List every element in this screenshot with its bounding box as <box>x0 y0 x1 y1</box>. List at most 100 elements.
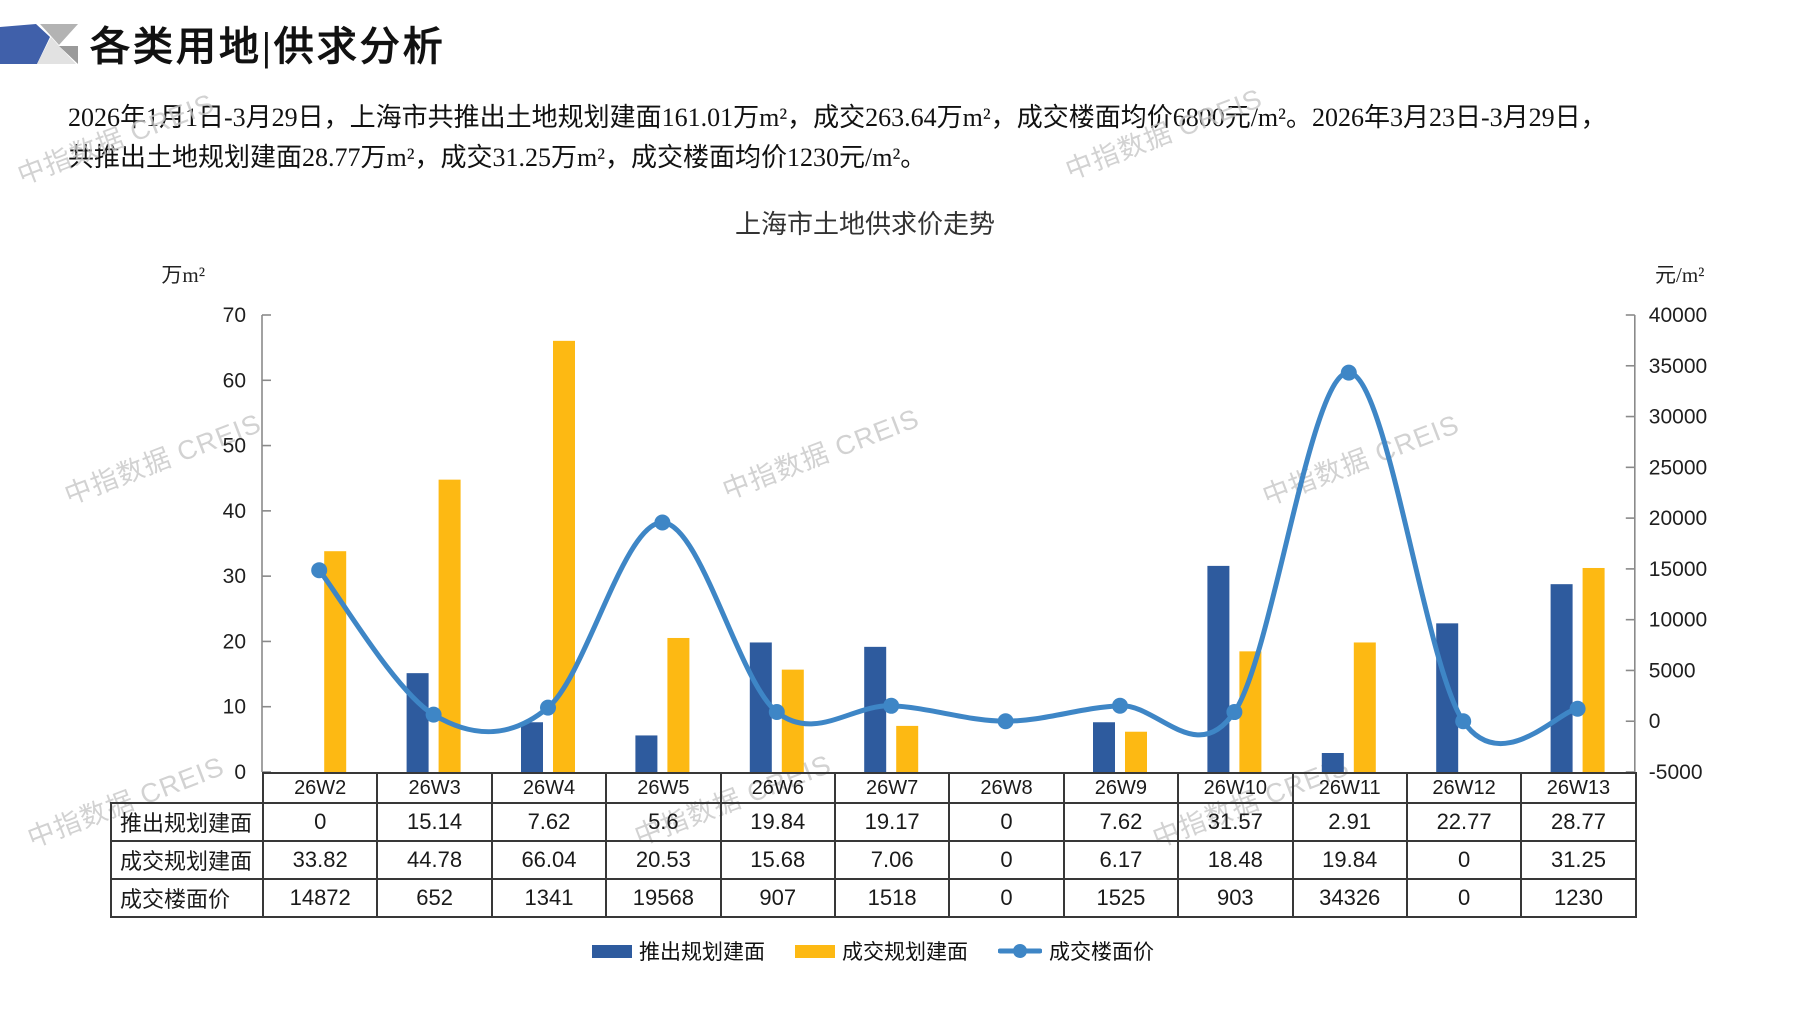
right-axis-tick-label: 25000 <box>1649 456 1707 479</box>
table-cell: 6.17 <box>1062 840 1180 880</box>
table-cell: 7.62 <box>1062 802 1180 842</box>
chart-title: 上海市土地供求价走势 <box>734 210 995 239</box>
price-point-26W7 <box>883 697 900 714</box>
left-axis-tick-label: 10 <box>223 696 246 719</box>
table-col-header: 26W6 <box>719 772 836 804</box>
table-cell: 1341 <box>490 878 608 918</box>
left-axis-tick-label: 20 <box>223 630 246 653</box>
legend-label: 推出规划建面 <box>639 940 765 964</box>
price-point-26W5 <box>654 514 671 531</box>
creis-logo <box>0 24 78 64</box>
table-cell: 7.62 <box>490 802 608 842</box>
bar-成交规划建面-26W7 <box>896 725 919 772</box>
right-axis-tick-label: 30000 <box>1649 406 1707 429</box>
legend-label: 成交规划建面 <box>842 940 968 964</box>
legend-swatch-sold-bar <box>795 944 835 958</box>
table-cell: 652 <box>376 878 493 918</box>
right-axis-tick-label: 10000 <box>1649 609 1707 632</box>
table-col-header: 26W12 <box>1405 772 1523 804</box>
table-cell: 15.68 <box>719 840 836 880</box>
table-cell: 20.53 <box>605 840 722 880</box>
table-cell: 14872 <box>261 878 379 918</box>
price-point-26W13 <box>1569 700 1586 717</box>
bar-成交规划建面-26W3 <box>438 479 461 772</box>
bar-推出规划建面-26W10 <box>1207 565 1230 772</box>
table-cell: 7.06 <box>833 840 951 880</box>
bar-成交规划建面-26W5 <box>667 637 690 772</box>
left-axis-tick-label: 60 <box>223 369 246 392</box>
bar-成交规划建面-26W10 <box>1239 651 1262 772</box>
table-cell: 66.04 <box>490 840 608 880</box>
legend-item-supply: 推出规划建面 <box>592 936 765 966</box>
bar-成交规划建面-26W2 <box>324 551 347 772</box>
price-point-26W8 <box>997 713 1014 730</box>
table-row-label: 推出规划建面 <box>110 802 264 842</box>
legend-item-sold: 成交规划建面 <box>795 936 968 966</box>
table-cell: 0 <box>261 802 379 842</box>
bar-推出规划建面-26W9 <box>1093 722 1115 772</box>
table-cell: 903 <box>1177 878 1294 918</box>
table-cell: 44.78 <box>376 840 493 880</box>
legend-swatch-price-line <box>998 944 1042 958</box>
table-cell: 19.84 <box>1291 840 1408 880</box>
table-cell: 19568 <box>605 878 722 918</box>
table-col-header: 26W2 <box>261 772 379 804</box>
left-axis-tick-label: 50 <box>223 435 246 458</box>
right-axis-unit: 元/m² <box>1655 263 1705 287</box>
table-cell: 5.6 <box>605 802 722 842</box>
right-axis-tick-label: 5000 <box>1649 659 1696 682</box>
price-point-26W3 <box>425 706 442 723</box>
table-cell: 15.14 <box>376 802 493 842</box>
left-axis-tick-label: 70 <box>223 304 246 327</box>
price-line <box>316 370 1581 747</box>
table-col-header: 26W9 <box>1062 772 1180 804</box>
left-axis-tick-label: 0 <box>234 761 246 784</box>
right-axis-tick-label: 20000 <box>1649 507 1707 530</box>
left-axis-unit: 万m² <box>161 263 205 287</box>
table-cell: 1230 <box>1520 878 1637 918</box>
legend-label: 成交楼面价 <box>1049 940 1154 964</box>
table-col-header: 26W7 <box>833 772 951 804</box>
table-cell: 1525 <box>1062 878 1180 918</box>
table-cell: 0 <box>1405 878 1523 918</box>
table-cell: 0 <box>948 878 1065 918</box>
table-cell: 31.57 <box>1177 802 1294 842</box>
legend-swatch-supply-bar <box>592 944 632 958</box>
chart-legend: 推出规划建面 成交规划建面 成交楼面价 <box>592 936 1154 966</box>
table-cell: 0 <box>1405 840 1523 880</box>
price-point-26W9 <box>1112 697 1128 714</box>
table-cell: 18.48 <box>1177 840 1294 880</box>
table-col-header: 26W10 <box>1177 772 1294 804</box>
bar-成交规划建面-26W13 <box>1582 567 1605 772</box>
price-point-26W10 <box>1226 704 1243 721</box>
table-cell: 2.91 <box>1291 802 1408 842</box>
summary-line: 2026年1月1日-3月29日，上海市共推出土地规划建面161.01万m²，成交… <box>68 103 1607 132</box>
bar-推出规划建面-26W4 <box>521 722 543 772</box>
table-cell: 19.84 <box>719 802 836 842</box>
left-axis-tick-label: 40 <box>223 500 246 523</box>
bar-推出规划建面-26W13 <box>1550 584 1573 772</box>
bar-推出规划建面-26W3 <box>406 673 429 772</box>
table-col-header: 26W8 <box>948 772 1065 804</box>
table-col-header: 26W11 <box>1291 772 1408 804</box>
bar-推出规划建面-26W5 <box>635 735 658 772</box>
data-table: 26W2 26W3 26W4 26W5 26W6 26W7 26W8 26W9 26W10 26W… <box>110 772 1637 918</box>
table-col-header: 26W4 <box>490 772 608 804</box>
table-row: 推出规划建面 0 15.14 7.62 5.6 19.84 19.17 0 7.62 31.57 2… <box>110 802 1637 842</box>
right-axis-tick-label: 0 <box>1649 710 1661 733</box>
table-col-header: 26W3 <box>376 772 493 804</box>
table-row-label: 成交楼面价 <box>110 878 264 918</box>
price-point-26W4 <box>540 699 556 716</box>
header: 各类用地|供求分析 <box>0 0 1797 80</box>
table-cell: 31.25 <box>1520 840 1637 880</box>
table-cell: 28.77 <box>1520 802 1637 842</box>
right-axis-tick-label: 35000 <box>1649 355 1707 378</box>
table-col-header: 26W13 <box>1520 772 1637 804</box>
table-cell: 19.17 <box>833 802 951 842</box>
table-row-label: 成交规划建面 <box>110 840 264 880</box>
price-point-26W2 <box>311 562 328 579</box>
bar-推出规划建面-26W6 <box>749 642 772 772</box>
right-axis-tick-label: 15000 <box>1649 558 1707 581</box>
